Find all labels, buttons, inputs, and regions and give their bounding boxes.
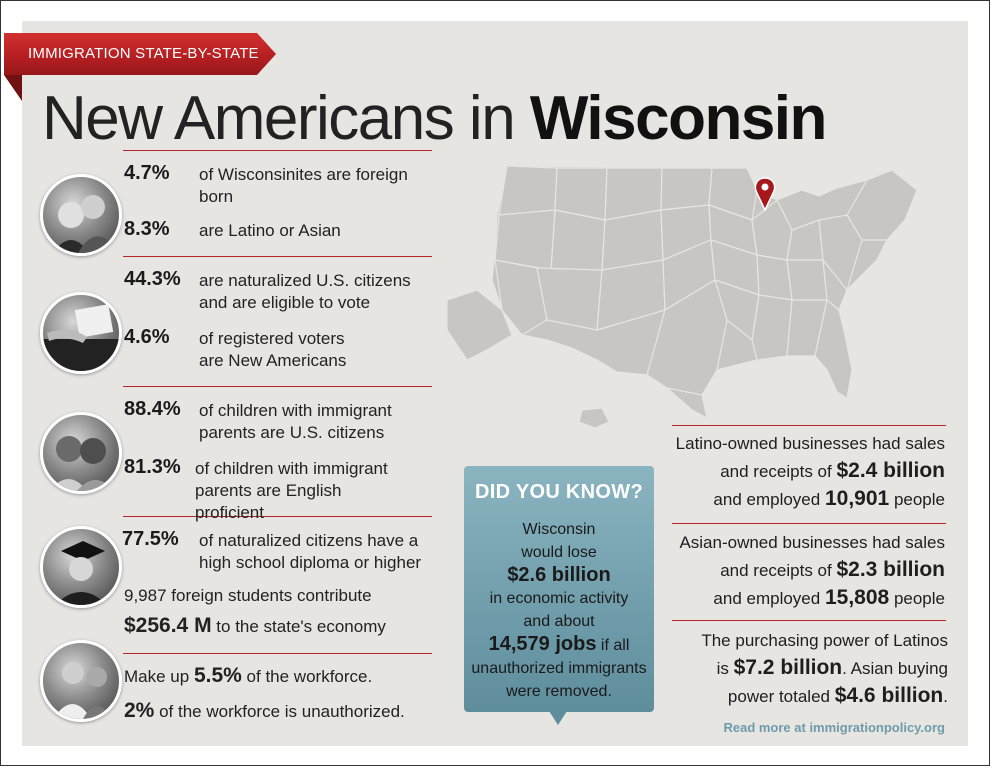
divider bbox=[672, 620, 946, 621]
students-amount-line: $256.4 M to the state's economy bbox=[124, 615, 386, 638]
divider bbox=[123, 256, 432, 257]
asian-line1: Asian-owned businesses had sales bbox=[679, 533, 945, 552]
page-title: New Americans in Wisconsin bbox=[42, 84, 828, 154]
title-prefix: New Americans in bbox=[42, 84, 516, 153]
dyk-line: Wisconsin bbox=[522, 521, 596, 538]
purchasing-line2-text: is bbox=[716, 659, 729, 678]
unauthorized-line: 2% of the workforce is unauthorized. bbox=[124, 700, 405, 723]
workforce-pre: Make up bbox=[124, 667, 190, 686]
asian-employed: 15,808 bbox=[824, 586, 890, 609]
purchasing-line3-text: power totaled bbox=[727, 687, 830, 706]
section-banner: IMMIGRATION STATE-BY-STATE bbox=[4, 33, 276, 75]
stat-text: are Latino or Asian bbox=[199, 221, 341, 240]
stat-text: of Wisconsinites are foreign born bbox=[199, 165, 408, 206]
avatar-ballot-photo bbox=[40, 292, 122, 374]
dyk-amount: $2.6 billion bbox=[507, 564, 611, 586]
avatar-workers-photo bbox=[40, 640, 122, 722]
dyk-jobs: 14,579 jobs bbox=[488, 633, 597, 655]
stat-text: of registered voters are New Americans bbox=[199, 329, 347, 370]
divider bbox=[672, 523, 946, 524]
asian-purchasing: $4.6 billion bbox=[834, 684, 944, 707]
dyk-jobs-tail: if all bbox=[600, 637, 630, 654]
divider bbox=[672, 425, 946, 426]
divider bbox=[123, 386, 432, 387]
title-state: Wisconsin bbox=[529, 84, 828, 153]
unauthorized-pct: 2% bbox=[124, 699, 155, 722]
us-map bbox=[447, 165, 918, 429]
stat-pct: 4.6% bbox=[124, 326, 170, 348]
divider bbox=[123, 653, 432, 654]
map-pin-icon bbox=[754, 177, 776, 212]
dyk-line: would lose bbox=[521, 544, 597, 561]
students-amount: $256.4 M bbox=[124, 614, 212, 637]
divider bbox=[123, 516, 432, 517]
purchasing-block: The purchasing power of Latinos is $7.2 … bbox=[701, 627, 948, 710]
stat-pct: 8.3% bbox=[124, 218, 170, 240]
asian-line2-text: and receipts of bbox=[720, 561, 832, 580]
stat-pct: 44.3% bbox=[124, 268, 181, 290]
stat-pct: 81.3% bbox=[124, 456, 181, 478]
did-you-know-box: DID YOU KNOW? Wisconsin would lose $2.6 … bbox=[464, 466, 654, 712]
dyk-jobs-line: 14,579 jobs if all bbox=[464, 633, 654, 657]
stat-text: of children with immigrant parents are E… bbox=[195, 459, 388, 522]
asian-sales: $2.3 billion bbox=[836, 558, 945, 581]
asian-line2: and receipts of $2.3 billion bbox=[679, 556, 945, 584]
dyk-line: in economic activity bbox=[489, 590, 629, 607]
students-line: 9,987 foreign students contribute bbox=[124, 586, 372, 605]
students-tail: to the state's economy bbox=[216, 617, 386, 636]
latino-purchasing: $7.2 billion bbox=[733, 656, 843, 679]
dyk-line: unauthorized immigrants bbox=[471, 660, 647, 677]
asian-line3-text: and employed bbox=[713, 589, 821, 608]
stat-text: of children with immigrant parents are U… bbox=[199, 401, 392, 442]
purchasing-line2: is $7.2 billion. Asian buying bbox=[701, 654, 948, 682]
dyk-line: and about bbox=[523, 613, 595, 630]
latino-line3-text: and employed bbox=[713, 490, 821, 509]
dyk-line: were removed. bbox=[506, 683, 612, 700]
latino-line2-text: and receipts of bbox=[720, 462, 832, 481]
stat-text: are naturalized U.S. citizens and are el… bbox=[199, 271, 411, 312]
latino-business-block: Latino-owned businesses had sales and re… bbox=[676, 430, 945, 513]
stat-pct: 4.7% bbox=[124, 162, 170, 184]
latino-employed: 10,901 bbox=[824, 487, 890, 510]
latino-sales: $2.4 billion bbox=[836, 459, 945, 482]
divider bbox=[123, 150, 432, 151]
purchasing-line3-tail: . bbox=[943, 687, 948, 706]
stat-text: of naturalized citizens have a high scho… bbox=[199, 531, 422, 572]
avatar-couple-photo bbox=[40, 174, 122, 256]
avatar-children-photo bbox=[40, 412, 122, 494]
avatar-graduate-photo bbox=[40, 526, 122, 608]
stat-pct: 77.5% bbox=[122, 528, 179, 550]
purchasing-line1: The purchasing power of Latinos bbox=[701, 631, 948, 650]
purchasing-line3: power totaled $4.6 billion. bbox=[701, 682, 948, 710]
asian-line3: and employed 15,808 people bbox=[679, 584, 945, 612]
stat-pct: 88.4% bbox=[124, 398, 181, 420]
workforce-share: 5.5% bbox=[193, 664, 242, 687]
workforce-post: of the workforce. bbox=[246, 667, 373, 686]
latino-line1: Latino-owned businesses had sales bbox=[675, 434, 945, 453]
did-you-know-heading: DID YOU KNOW? bbox=[475, 481, 643, 503]
asian-line3-tail: people bbox=[893, 589, 945, 608]
latino-line3-tail: people bbox=[893, 490, 945, 509]
unauthorized-text: of the workforce is unauthorized. bbox=[159, 702, 405, 721]
read-more-link[interactable]: Read more at immigrationpolicy.org bbox=[723, 720, 945, 735]
purchasing-line2-tail: . Asian buying bbox=[842, 659, 948, 678]
asian-business-block: Asian-owned businesses had sales and rec… bbox=[679, 529, 945, 612]
latino-line3: and employed 10,901 people bbox=[676, 485, 945, 513]
latino-line2: and receipts of $2.4 billion bbox=[676, 457, 945, 485]
workforce-line: Make up 5.5% of the workforce. bbox=[124, 665, 372, 688]
